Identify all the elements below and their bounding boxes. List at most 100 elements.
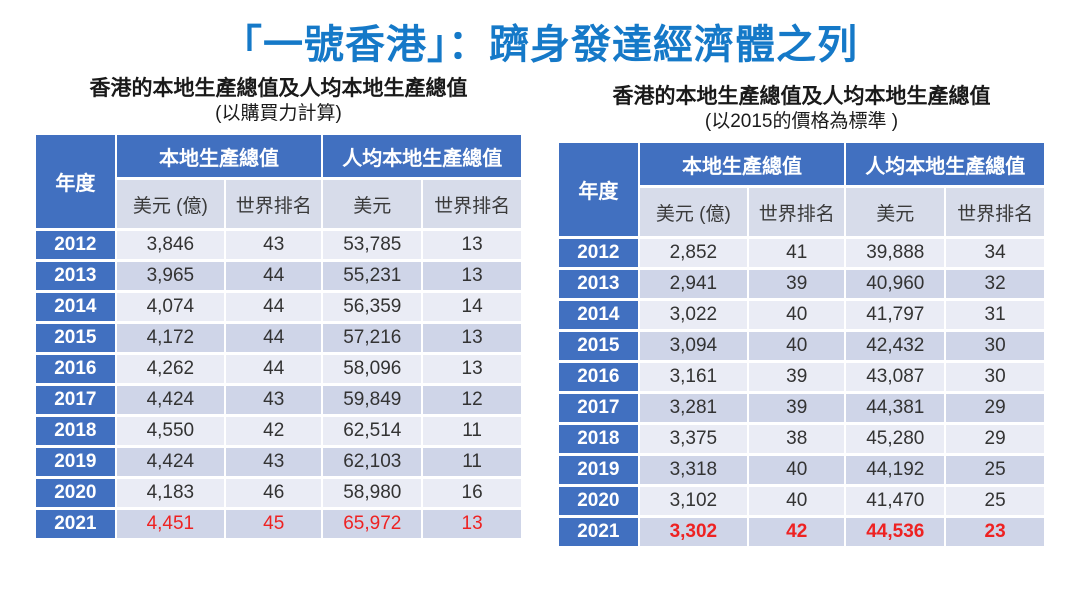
value-cell: 3,318 [639,456,748,484]
year-cell: 2019 [36,448,115,476]
world-rank-pc-header: 世界排名 [946,188,1044,236]
table-row: 2017 3,281 39 44,381 29 [559,394,1044,422]
value-cell: 39 [749,394,845,422]
value-cell: 39 [749,363,845,391]
table-row: 2014 4,074 44 56,359 14 [36,293,521,321]
year-column-header: 年度 [36,135,115,228]
value-cell: 44,536 [846,518,945,546]
year-cell: 2015 [36,324,115,352]
value-cell: 3,022 [639,301,748,329]
value-cell: 30 [946,332,1044,360]
table-row: 2017 4,424 43 59,849 12 [36,386,521,414]
value-cell: 3,965 [116,262,225,290]
left-table-subtitle-line2: (以購買力計算) [215,103,342,125]
usd-header: 美元 [846,188,945,236]
gdp-table-2015-prices: 年度 本地生產總值 人均本地生產總值 美元 (億) 世界排名 美元 世界排名 2… [557,140,1046,549]
value-cell: 40 [749,301,845,329]
value-cell: 3,102 [639,487,748,515]
gdp-group-header: 本地生產總值 [116,135,322,177]
gdp-table-ppp-section: 香港的本地生產總值及人均本地生產總值 (以購買力計算) 年度 本地生產總值 人均… [34,76,523,541]
value-cell: 44,381 [846,394,945,422]
value-cell: 4,451 [116,510,225,538]
value-cell: 23 [946,518,1044,546]
value-cell: 4,550 [116,417,225,445]
value-cell: 58,980 [323,479,422,507]
value-cell: 44,192 [846,456,945,484]
value-cell: 38 [749,425,845,453]
tables-container: 香港的本地生產總值及人均本地生產總值 (以購買力計算) 年度 本地生產總值 人均… [0,76,1080,549]
year-cell: 2020 [36,479,115,507]
left-table-subtitle-line1: 香港的本地生產總值及人均本地生產總值 [89,77,468,100]
value-cell: 13 [423,262,521,290]
year-cell: 2014 [559,301,638,329]
table-row: 2021 4,451 45 65,972 13 [36,510,521,538]
table-row: 2013 2,941 39 40,960 32 [559,270,1044,298]
value-cell: 2,852 [639,239,748,267]
table-row: 2018 3,375 38 45,280 29 [559,425,1044,453]
table-row: 2015 3,094 40 42,432 30 [559,332,1044,360]
right-table-subtitle: 香港的本地生產總值及人均本地生產總值 (以2015的價格為標準 ) [557,84,1046,134]
value-cell: 13 [423,355,521,383]
value-cell: 42,432 [846,332,945,360]
value-cell: 3,094 [639,332,748,360]
value-cell: 39 [749,270,845,298]
table-row: 2012 3,846 43 53,785 13 [36,231,521,259]
value-cell: 11 [423,448,521,476]
value-cell: 3,161 [639,363,748,391]
year-cell: 2020 [559,487,638,515]
gdp-table-2015-prices-section: 香港的本地生產總值及人均本地生產總值 (以2015的價格為標準 ) 年度 本地生… [557,84,1046,549]
value-cell: 56,359 [323,293,422,321]
value-cell: 4,172 [116,324,225,352]
per-capita-group-header: 人均本地生產總值 [846,143,1044,185]
value-cell: 44 [226,293,322,321]
year-cell: 2021 [559,518,638,546]
value-cell: 55,231 [323,262,422,290]
year-cell: 2021 [36,510,115,538]
value-cell: 40 [749,332,845,360]
value-cell: 14 [423,293,521,321]
usd-billion-header: 美元 (億) [116,180,225,228]
table-row: 2019 4,424 43 62,103 11 [36,448,521,476]
year-cell: 2018 [36,417,115,445]
value-cell: 43 [226,448,322,476]
value-cell: 3,281 [639,394,748,422]
table-row: 2020 4,183 46 58,980 16 [36,479,521,507]
value-cell: 62,103 [323,448,422,476]
value-cell: 39,888 [846,239,945,267]
value-cell: 41 [749,239,845,267]
year-column-header: 年度 [559,143,638,236]
year-cell: 2018 [559,425,638,453]
table-row: 2021 3,302 42 44,536 23 [559,518,1044,546]
page-title: 「一號香港」：躋身發達經濟體之列 [222,23,858,67]
value-cell: 40 [749,456,845,484]
right-table-subtitle-line2: (以2015的價格為標準 ) [704,111,899,133]
value-cell: 41,797 [846,301,945,329]
value-cell: 4,262 [116,355,225,383]
value-cell: 57,216 [323,324,422,352]
value-cell: 44 [226,262,322,290]
value-cell: 13 [423,231,521,259]
value-cell: 46 [226,479,322,507]
value-cell: 31 [946,301,1044,329]
value-cell: 25 [946,487,1044,515]
left-table-subtitle: 香港的本地生產總值及人均本地生產總值 (以購買力計算) [34,76,523,126]
value-cell: 29 [946,394,1044,422]
year-cell: 2015 [559,332,638,360]
value-cell: 45,280 [846,425,945,453]
value-cell: 4,424 [116,386,225,414]
value-cell: 44 [226,324,322,352]
value-cell: 43 [226,386,322,414]
value-cell: 42 [226,417,322,445]
usd-header: 美元 [323,180,422,228]
year-cell: 2012 [36,231,115,259]
year-cell: 2019 [559,456,638,484]
year-cell: 2016 [559,363,638,391]
value-cell: 43,087 [846,363,945,391]
value-cell: 4,183 [116,479,225,507]
year-cell: 2017 [36,386,115,414]
world-rank-pc-header: 世界排名 [423,180,521,228]
year-cell: 2013 [559,270,638,298]
value-cell: 3,375 [639,425,748,453]
value-cell: 13 [423,510,521,538]
value-cell: 53,785 [323,231,422,259]
